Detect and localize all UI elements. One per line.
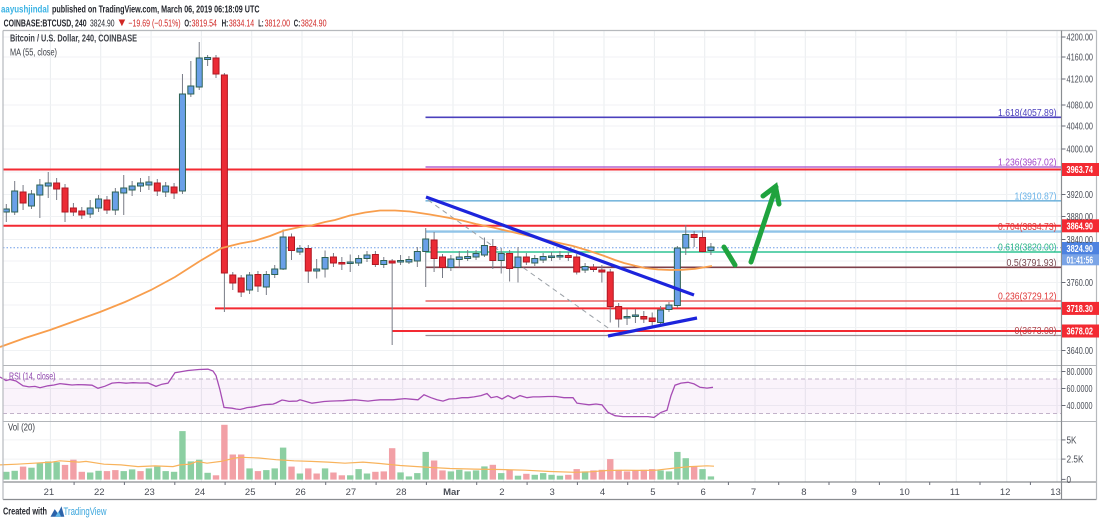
svg-text:2.5K: 2.5K <box>1067 455 1084 466</box>
svg-text:12: 12 <box>1000 487 1011 498</box>
svg-text:5K: 5K <box>1067 435 1077 446</box>
svg-text:3812.00: 3812.00 <box>265 18 291 29</box>
svg-text:2: 2 <box>499 487 504 498</box>
svg-text:L:: L: <box>258 18 263 29</box>
svg-text:10: 10 <box>899 487 910 498</box>
svg-text:11: 11 <box>950 487 960 498</box>
svg-text:4120.00: 4120.00 <box>1067 75 1094 86</box>
svg-text:H:: H: <box>222 18 229 29</box>
svg-text:7: 7 <box>751 487 756 498</box>
svg-text:−19.69 (−0.51%): −19.69 (−0.51%) <box>128 18 180 29</box>
svg-text:1.618(4057.89): 1.618(4057.89) <box>998 108 1057 119</box>
svg-text:4200.00: 4200.00 <box>1067 33 1094 44</box>
svg-text:3963.74: 3963.74 <box>1067 165 1094 176</box>
svg-text:5: 5 <box>650 487 655 498</box>
svg-text:80.0000: 80.0000 <box>1067 367 1093 378</box>
svg-text:0.618(3820.00): 0.618(3820.00) <box>998 243 1057 254</box>
svg-text:3760.00: 3760.00 <box>1067 278 1094 289</box>
svg-text:22: 22 <box>94 487 105 498</box>
svg-text:3824.90: 3824.90 <box>1067 244 1094 255</box>
svg-text:25: 25 <box>245 487 256 498</box>
svg-text:COINBASE:BTCUSD, 240: COINBASE:BTCUSD, 240 <box>4 18 87 29</box>
svg-text:21: 21 <box>44 487 55 498</box>
svg-text:0.236(3729.12): 0.236(3729.12) <box>998 292 1057 303</box>
svg-text:4160.00: 4160.00 <box>1067 53 1094 64</box>
svg-text:8: 8 <box>801 487 806 498</box>
svg-text:Mar: Mar <box>443 487 460 498</box>
svg-text:0.704(3834.73): 0.704(3834.73) <box>998 222 1057 233</box>
svg-text:3920.00: 3920.00 <box>1067 190 1094 201</box>
svg-text:O:: O: <box>184 18 191 29</box>
svg-text:Bitcoin / U.S. Dollar, 240, CO: Bitcoin / U.S. Dollar, 240, COINBASE <box>10 34 137 45</box>
svg-text:aayushjindal: aayushjindal <box>1 5 49 16</box>
svg-text:3824.90: 3824.90 <box>301 18 327 29</box>
svg-text:60.0000: 60.0000 <box>1067 384 1093 395</box>
svg-text:3834.14: 3834.14 <box>229 18 254 29</box>
svg-text:3819.54: 3819.54 <box>192 18 218 29</box>
svg-text:27: 27 <box>346 487 357 498</box>
svg-text:1(3910.87): 1(3910.87) <box>1015 191 1057 202</box>
svg-text:3824.90: 3824.90 <box>90 18 115 29</box>
svg-text:24: 24 <box>195 487 206 498</box>
svg-text:3640.00: 3640.00 <box>1067 346 1094 357</box>
svg-text:1.236(3967.02): 1.236(3967.02) <box>998 158 1057 169</box>
svg-text:RSI (14, close): RSI (14, close) <box>9 372 55 383</box>
svg-text:6: 6 <box>701 487 706 498</box>
svg-text:4080.00: 4080.00 <box>1067 101 1094 112</box>
svg-text:3: 3 <box>550 487 555 498</box>
svg-text:Vol (20): Vol (20) <box>8 423 35 434</box>
svg-text:26: 26 <box>295 487 306 498</box>
svg-text:01:41:56: 01:41:56 <box>1067 255 1094 266</box>
svg-text:40.0000: 40.0000 <box>1067 401 1093 412</box>
svg-text:Created with: Created with <box>3 506 47 517</box>
svg-text:4000.00: 4000.00 <box>1067 145 1094 156</box>
svg-text:TradingView: TradingView <box>64 506 107 518</box>
svg-text:3840.00: 3840.00 <box>1067 235 1094 246</box>
svg-text:4040.00: 4040.00 <box>1067 122 1094 133</box>
svg-text:3678.02: 3678.02 <box>1067 327 1094 338</box>
svg-text:0.5(3791.93): 0.5(3791.93) <box>1007 258 1057 269</box>
svg-text:MA (55, close): MA (55, close) <box>10 48 57 59</box>
svg-text:4: 4 <box>600 487 605 498</box>
svg-text:0(3673.08): 0(3673.08) <box>1015 326 1057 337</box>
svg-text:C:: C: <box>294 18 301 29</box>
svg-text:3718.30: 3718.30 <box>1067 304 1094 315</box>
svg-text:28: 28 <box>396 487 407 498</box>
svg-text:3880.00: 3880.00 <box>1067 212 1094 223</box>
svg-text:23: 23 <box>144 487 155 498</box>
svg-text:published on TradingView.com,: published on TradingView.com, March 06, … <box>52 5 260 16</box>
svg-text:3864.90: 3864.90 <box>1067 221 1094 232</box>
svg-text:13: 13 <box>1050 487 1061 498</box>
svg-text:9: 9 <box>852 487 857 498</box>
svg-text:0: 0 <box>1067 475 1072 486</box>
